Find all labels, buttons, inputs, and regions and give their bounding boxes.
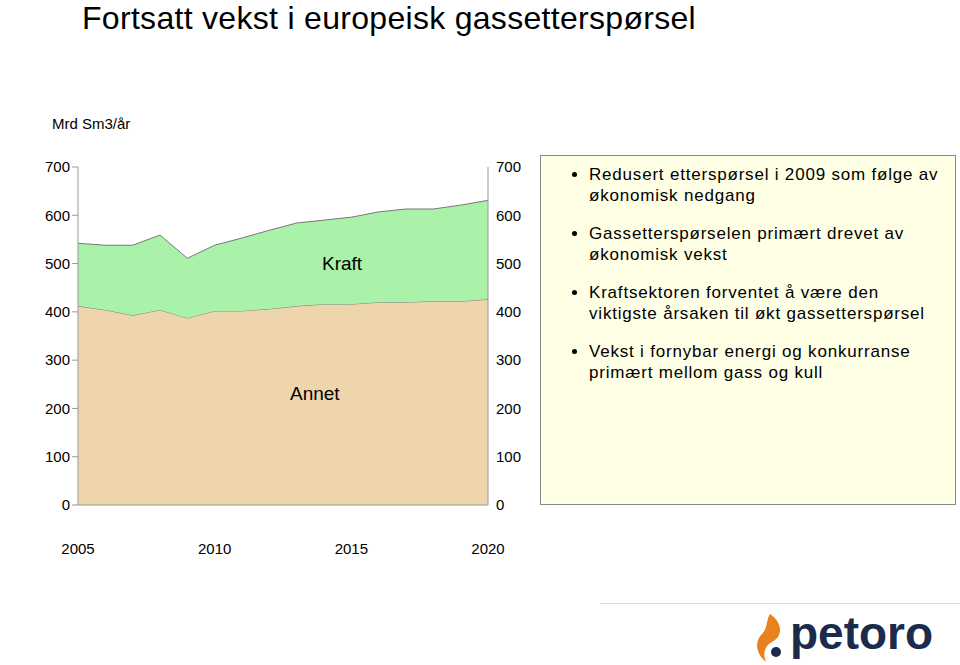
svg-text:2015: 2015 [335, 540, 368, 555]
svg-text:600: 600 [496, 207, 521, 224]
svg-text:200: 200 [45, 400, 70, 417]
html-text:petoro: petoro [790, 607, 934, 659]
svg-text:400: 400 [45, 303, 70, 320]
svg-text:700: 700 [45, 158, 70, 175]
svg-text:200: 200 [496, 400, 521, 417]
svg-text:100: 100 [45, 448, 70, 465]
html-text:Redusert etterspørsel i 2009 s: Redusert etterspørsel i 2009 som følge a… [589, 165, 939, 205]
svg-text:500: 500 [45, 255, 70, 272]
svg-text:100: 100 [496, 448, 521, 465]
svg-text:2020: 2020 [471, 540, 504, 555]
svg-text:300: 300 [496, 351, 521, 368]
svg-text:600: 600 [45, 207, 70, 224]
svg-text:2010: 2010 [198, 540, 231, 555]
svg-text:2005: 2005 [61, 540, 94, 555]
svg-text:300: 300 [45, 351, 70, 368]
svg-text:0: 0 [496, 496, 504, 513]
html-text:Vekst i fornybar energi og kon: Vekst i fornybar energi og konkurranse p… [589, 342, 911, 382]
svg-text:0: 0 [62, 496, 70, 513]
html-text:Fortsatt vekst i europeisk gas: Fortsatt vekst i europeisk gassetterspør… [82, 0, 696, 36]
html-text:Annet: Annet [290, 383, 340, 404]
html-text:Gassetterspørselen primært dre: Gassetterspørselen primært drevet av øko… [589, 224, 905, 264]
svg-text:400: 400 [496, 303, 521, 320]
html-text:Kraftsektoren forventet å være: Kraftsektoren forventet å være den vikti… [589, 283, 925, 323]
svg-text:700: 700 [496, 158, 521, 175]
html-text:Kraft: Kraft [322, 253, 363, 274]
html-text:Mrd Sm3/år: Mrd Sm3/år [52, 115, 131, 132]
svg-text:500: 500 [496, 255, 521, 272]
